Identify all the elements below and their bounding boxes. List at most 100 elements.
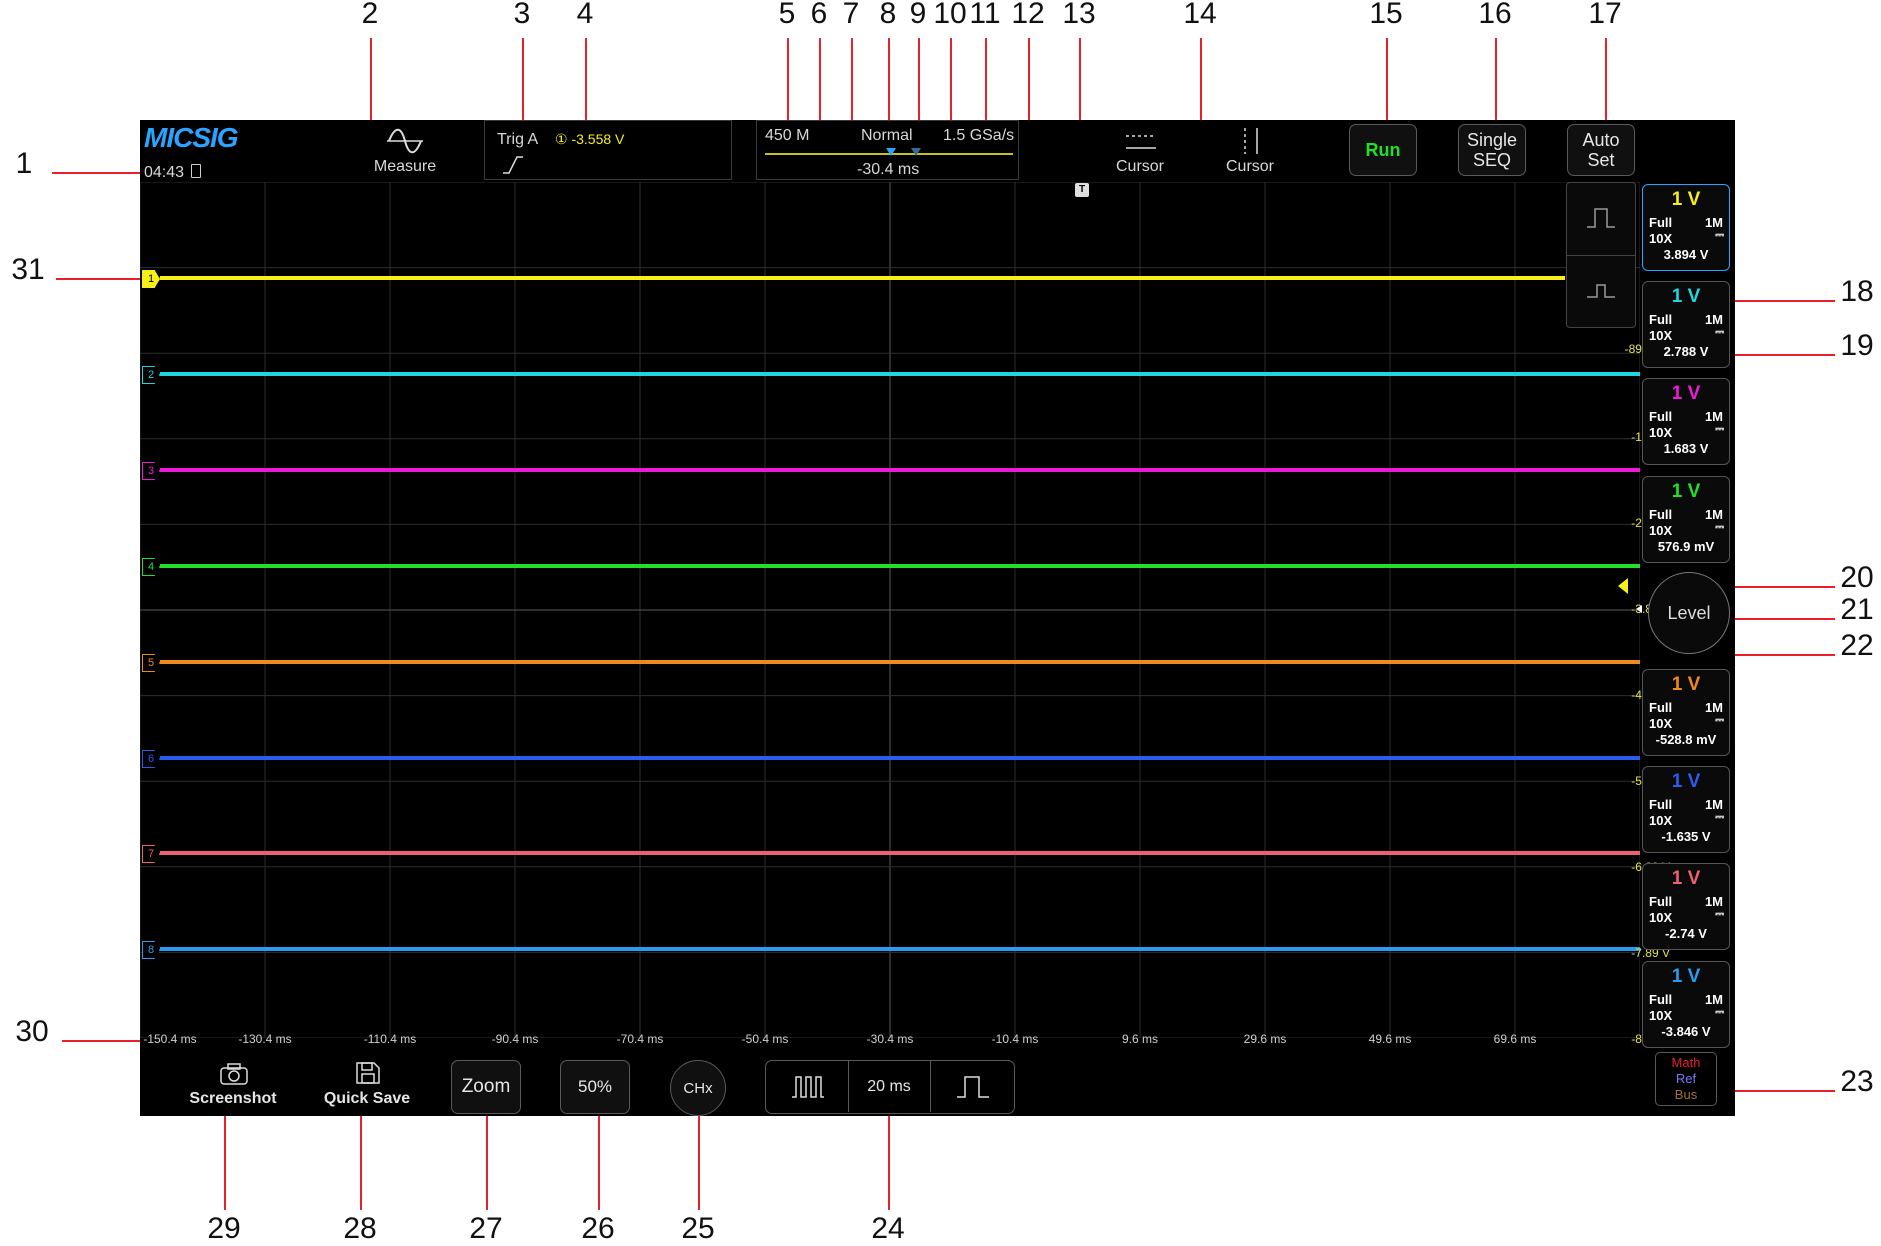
dc-coupling-icon: ⎓ [1715,714,1724,726]
quick-save-button[interactable]: Quick Save [312,1058,422,1110]
callout-line-15 [1386,38,1388,135]
channel-info-ch6[interactable]: 1 V Full 1M 10X ⎓ -1.635 V [1642,766,1730,853]
channel-marker-5[interactable]: 5 [142,654,160,672]
math-label: Math [1671,1055,1701,1070]
callout-number-17: 17 [1588,0,1622,30]
timebase-control[interactable]: 20 ms [765,1060,1015,1114]
callout-line-31 [56,278,140,280]
acquisition-panel[interactable]: 450 M Normal 1.5 GSa/s -30.4 ms [756,120,1019,180]
timebase-increase-button[interactable] [930,1061,1014,1112]
callout-number-1: 1 [15,147,33,180]
trigger-position-marker [886,148,896,156]
callout-line-24 [888,1105,890,1210]
channel-info-ch3[interactable]: 1 V Full 1M 10X ⎓ 1.683 V [1642,378,1730,465]
timebase-decrease-button[interactable] [766,1061,849,1112]
channel-offset-value: 3.894 V [1663,247,1709,262]
callout-number-7: 7 [842,0,860,30]
callout-number-12: 12 [1011,0,1045,30]
zoom-button[interactable]: Zoom [451,1060,521,1114]
callout-line-23 [1715,1090,1835,1092]
channel-marker-6[interactable]: 6 [142,750,160,768]
callout-line-22 [1655,654,1835,656]
channel-scale: 1 V [1671,966,1701,987]
channel-info-ch5[interactable]: 1 V Full 1M 10X ⎓ -528.8 mV [1642,669,1730,756]
math-ref-bus-button[interactable]: Math Ref Bus [1655,1052,1717,1106]
callout-number-4: 4 [576,0,594,30]
channel-marker-1[interactable]: 1 [142,270,160,288]
callout-number-19: 19 [1840,329,1874,362]
channel-probe: 10X [1649,328,1673,343]
channel-marker-2[interactable]: 2 [142,366,160,384]
trigger-position-icon[interactable]: T [1075,183,1089,197]
fifty-percent-button[interactable]: 50% [560,1060,630,1114]
callout-line-17 [1605,38,1607,135]
channel-info-ch4[interactable]: 1 V Full 1M 10X ⎓ 576.9 mV [1642,476,1730,563]
sample-rate: 1.5 GSa/s [943,127,1015,144]
callout-number-3: 3 [513,0,531,30]
dc-coupling-icon: ⎓ [1715,908,1724,920]
callout-number-6: 6 [810,0,828,30]
callout-number-22: 22 [1840,629,1874,662]
channel-scale: 1 V [1671,286,1701,307]
trigger-level-small-arrow [1636,605,1642,613]
channel-bandwidth: Full [1649,992,1673,1007]
channel-offset-value: 1.683 V [1663,441,1709,456]
waveform-overview-panel[interactable] [1566,182,1636,328]
channel-info-ch8[interactable]: 1 V Full 1M 10X ⎓ -3.846 V [1642,961,1730,1048]
channel-marker-7[interactable]: 7 [142,845,160,863]
channel-info-ch7[interactable]: 1 V Full 1M 10X ⎓ -2.74 V [1642,863,1730,950]
channel-scale: 1 V [1671,481,1701,502]
run-button[interactable]: Run [1349,124,1417,176]
callout-number-23: 23 [1840,1065,1874,1098]
callout-number-13: 13 [1062,0,1096,30]
callout-number-5: 5 [778,0,796,30]
channel-marker-3[interactable]: 3 [142,462,160,480]
set-label: Set [1587,150,1615,170]
channel-bandwidth: Full [1649,409,1673,424]
dc-coupling-icon: ⎓ [1715,811,1724,823]
channel-probe: 10X [1649,231,1673,246]
compressed-pulse-icon [792,1076,824,1098]
level-knob[interactable]: Level [1648,572,1730,654]
save-icon [356,1062,380,1084]
measure-button[interactable]: Measure [335,124,475,176]
screenshot-button[interactable]: Screenshot [178,1060,288,1110]
callout-line-4 [585,38,587,140]
dc-coupling-icon: ⎓ [1715,1006,1724,1018]
callout-number-24: 24 [871,1212,905,1245]
trigger-level-arrow[interactable] [1618,578,1628,594]
callout-line-3 [522,38,524,130]
cursor-vertical-button[interactable]: Cursor [1210,124,1290,176]
usb-icon [190,164,201,178]
callout-line-5 [787,38,789,130]
callout-number-14: 14 [1183,0,1217,30]
channel-marker-4[interactable]: 4 [142,558,160,576]
callout-line-20 [1640,586,1835,588]
view-window-marker [911,148,921,156]
time-axis-label: -130.4 ms [238,1032,292,1046]
callout-number-9: 9 [909,0,927,30]
channel-info-ch1[interactable]: 1 V Full 1M 10X ⎓ 3.894 V [1642,184,1730,271]
cursor-horizontal-button[interactable]: Cursor [1100,124,1180,176]
callout-line-1 [52,172,140,174]
horizontal-cursor-icon [1126,135,1156,149]
callout-number-16: 16 [1478,0,1512,30]
waveform-traces [160,276,1640,951]
callout-line-11 [985,38,987,130]
channel-scale: 1 V [1671,383,1701,404]
dc-coupling-icon: ⎓ [1715,229,1724,241]
auto-set-button[interactable]: Auto Set [1567,124,1635,176]
callout-line-28 [360,1105,362,1210]
callout-line-29 [224,1105,226,1210]
channel-bandwidth: Full [1649,507,1673,522]
channel-marker-8[interactable]: 8 [142,941,160,959]
cursor-horizontal-label: Cursor [1115,158,1164,175]
single-seq-button[interactable]: Single SEQ [1458,124,1526,176]
seq-label: SEQ [1472,150,1511,170]
trigger-panel[interactable]: Trig A ① -3.558 V [484,120,732,180]
channel-offset-value: -3.846 V [1661,1024,1711,1039]
channel-info-ch2[interactable]: 1 V Full 1M 10X ⎓ 2.788 V [1642,281,1730,368]
callout-number-26: 26 [581,1212,615,1245]
horizontal-offset: -30.4 ms [857,161,920,178]
chx-button[interactable]: CHx [670,1060,726,1116]
